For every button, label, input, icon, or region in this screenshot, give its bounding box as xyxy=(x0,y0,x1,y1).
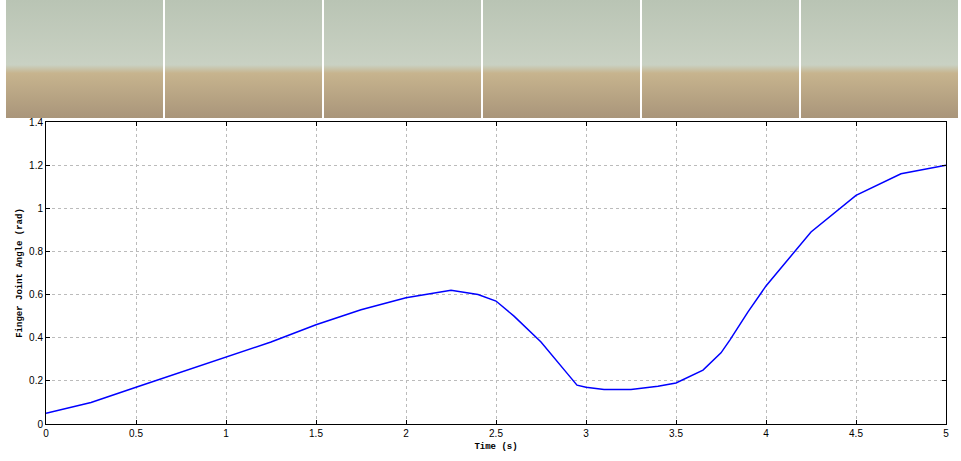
svg-text:0: 0 xyxy=(43,428,49,439)
svg-text:0.8: 0.8 xyxy=(29,246,43,257)
svg-text:5: 5 xyxy=(943,428,949,439)
svg-text:3: 3 xyxy=(583,428,589,439)
svg-text:1.5: 1.5 xyxy=(309,428,323,439)
svg-text:0: 0 xyxy=(37,419,43,430)
svg-text:1.4: 1.4 xyxy=(29,117,43,128)
svg-text:2.5: 2.5 xyxy=(489,428,503,439)
svg-text:Time (s): Time (s) xyxy=(474,442,517,452)
svg-text:4: 4 xyxy=(763,428,769,439)
svg-text:1: 1 xyxy=(37,203,43,214)
svg-text:4.5: 4.5 xyxy=(849,428,863,439)
svg-text:0.4: 0.4 xyxy=(29,332,43,343)
svg-text:3.5: 3.5 xyxy=(669,428,683,439)
svg-text:1: 1 xyxy=(223,428,229,439)
svg-text:Finger Joint Angle (rad): Finger Joint Angle (rad) xyxy=(15,208,25,338)
svg-text:0.5: 0.5 xyxy=(129,428,143,439)
svg-text:1.2: 1.2 xyxy=(29,160,43,171)
svg-text:2: 2 xyxy=(403,428,409,439)
svg-text:0.6: 0.6 xyxy=(29,289,43,300)
svg-text:0.2: 0.2 xyxy=(29,375,43,386)
